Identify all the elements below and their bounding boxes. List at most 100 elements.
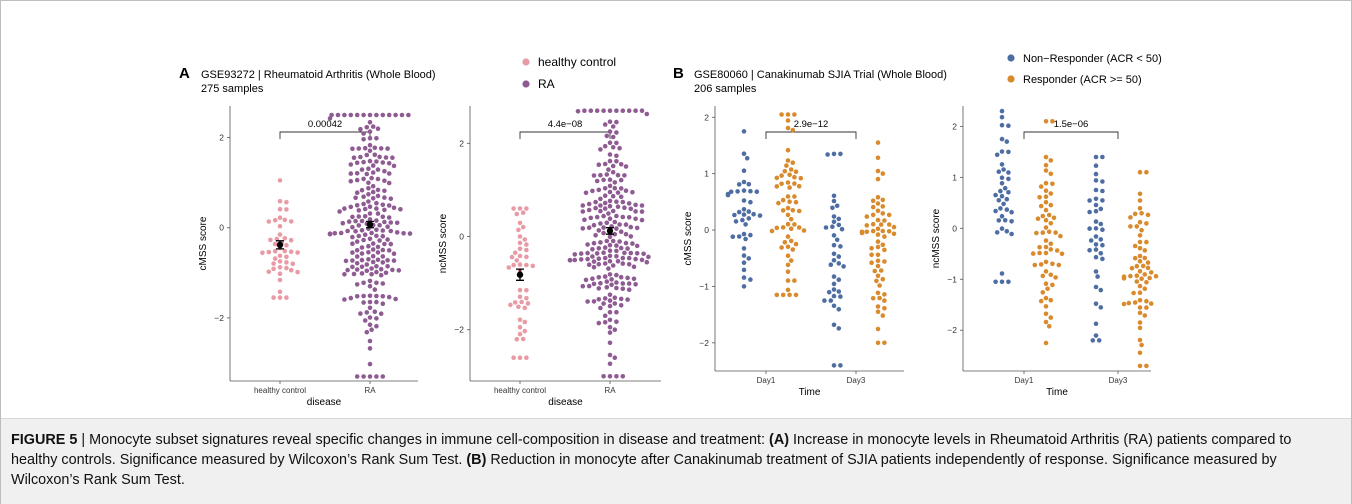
data-point [831, 274, 837, 279]
plot-a-ncmss: −2 0 2 healthy control RA disease ncMSS score 4… [438, 106, 661, 408]
data-point [1038, 184, 1044, 189]
data-point [367, 293, 373, 299]
data-point [628, 224, 634, 230]
data-point [831, 251, 837, 257]
data-point [999, 271, 1005, 276]
data-point [1048, 297, 1054, 303]
data-point [793, 292, 799, 298]
data-point [612, 355, 618, 361]
legend-a: healthy control RA [522, 55, 616, 91]
data-point [875, 340, 881, 346]
data-point [788, 216, 794, 222]
data-point [588, 215, 594, 221]
y-tick-label: −2 [454, 325, 464, 335]
data-point [388, 241, 394, 247]
data-point [351, 155, 357, 160]
data-point [572, 252, 578, 257]
data-point [880, 171, 886, 176]
data-point [517, 294, 523, 300]
data-point [993, 208, 998, 214]
data-point [602, 255, 608, 261]
data-point [277, 259, 283, 264]
data-point [604, 133, 610, 139]
data-point [367, 278, 373, 284]
data-point [586, 207, 592, 213]
data-point [594, 251, 600, 256]
data-point [620, 261, 626, 266]
data-point [366, 250, 371, 255]
data-point [1051, 215, 1057, 221]
data-point [1137, 169, 1143, 175]
data-point [618, 194, 624, 200]
data-point [374, 112, 379, 118]
data-point [354, 112, 360, 118]
data-point [522, 328, 528, 334]
data-point [350, 214, 355, 220]
data-point [614, 130, 619, 135]
data-point [633, 108, 638, 113]
data-point [390, 155, 395, 160]
y-tick-label: 0 [704, 225, 709, 235]
data-point [741, 129, 747, 134]
data-point [602, 274, 608, 279]
data-point [1004, 207, 1010, 212]
data-point [356, 233, 362, 239]
data-point [530, 263, 536, 269]
data-point [378, 272, 384, 278]
data-point [607, 309, 613, 315]
legend-swatch-nonresponder [1007, 54, 1015, 62]
figure-caption: FIGURE 5 | Monocyte subset signatures re… [1, 418, 1351, 504]
y-tick-label: 0 [219, 223, 224, 233]
data-point [598, 281, 603, 286]
data-point [1137, 350, 1143, 356]
data-point [391, 258, 397, 263]
data-point [1093, 219, 1099, 224]
data-point [374, 269, 379, 275]
data-point [774, 175, 780, 181]
y-axis-label: ncMSS score [438, 213, 449, 273]
data-point [329, 112, 334, 118]
data-point [612, 180, 618, 185]
data-point [1006, 149, 1011, 155]
data-point [580, 283, 586, 289]
data-point [367, 148, 373, 154]
data-point [385, 264, 390, 269]
data-point [836, 261, 842, 266]
data-point [639, 257, 645, 263]
y-axis-label: cMSS score [198, 216, 209, 270]
data-point [875, 232, 881, 237]
y-tick-label: 0 [459, 232, 464, 242]
data-point [277, 295, 283, 300]
data-point [741, 212, 747, 217]
y-axis-label: cMSS score [683, 211, 694, 265]
data-point [359, 228, 365, 233]
data-point [361, 293, 366, 299]
data-point [1132, 300, 1138, 305]
data-point [792, 222, 797, 227]
data-point [622, 205, 627, 210]
data-point [801, 228, 807, 233]
data-point [601, 374, 606, 379]
data-point [628, 234, 634, 239]
data-point [834, 237, 840, 243]
data-point [602, 261, 608, 266]
data-point [780, 292, 786, 298]
data-point [1093, 178, 1099, 183]
data-point [728, 189, 734, 195]
data-point [375, 187, 381, 193]
data-point [367, 142, 373, 148]
data-point [782, 240, 788, 245]
data-point [525, 301, 531, 306]
data-point [623, 164, 629, 169]
mean-point [606, 227, 614, 235]
data-point [607, 158, 613, 164]
data-point [602, 200, 608, 206]
data-point [776, 200, 781, 206]
data-point [618, 245, 624, 251]
x-axis-label: disease [548, 397, 583, 408]
data-point [367, 322, 373, 328]
data-point [618, 229, 624, 234]
data-point [872, 268, 878, 274]
data-point [1144, 298, 1149, 304]
data-point [741, 151, 747, 156]
